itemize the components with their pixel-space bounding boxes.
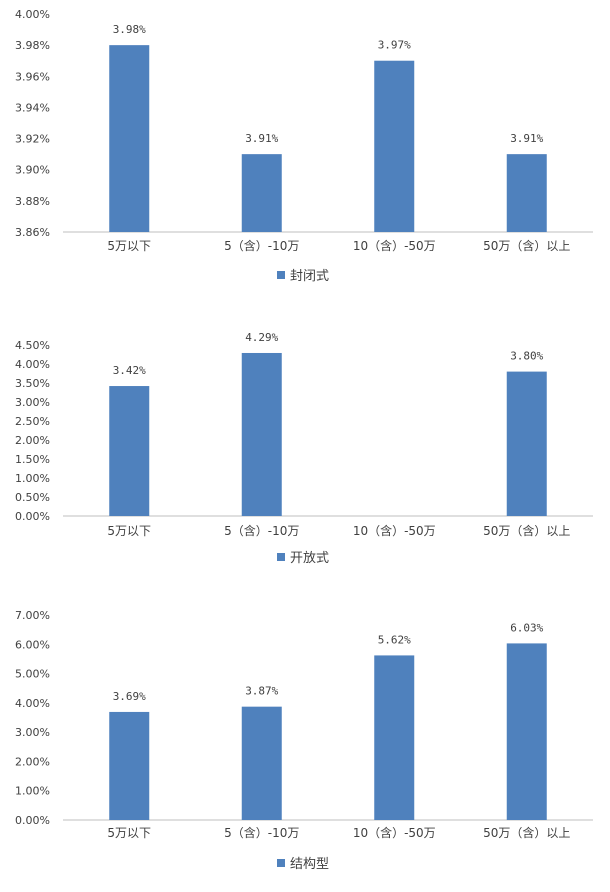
y-tick-label: 4.00% [15,358,50,371]
x-tick-label: 5（含）-10万 [224,825,299,840]
x-tick-label: 10（含）-50万 [353,238,436,253]
chart-structured: 7.00% 6.00% 5.00% 4.00% 3.00% 2.00% 1.00% 0.00%… [15,609,593,872]
y-tick-label: 3.90% [15,164,50,177]
y-tick-label: 3.98% [15,39,50,52]
bar [506,371,547,516]
data-label: 3.42% [113,364,146,377]
y-tick-label: 3.88% [15,195,50,208]
y-tick-label: 2.00% [15,434,50,447]
bar [109,711,150,820]
bar [506,643,547,820]
x-tick-label: 10（含）-50万 [353,825,436,840]
y-tick-label: 3.50% [15,377,50,390]
y-tick-label: 3.92% [15,133,50,146]
y-tick-label: 3.86% [15,226,50,239]
data-label: 3.97% [378,39,411,52]
data-label: 4.29% [245,331,278,344]
y-tick-label: 1.00% [15,785,50,798]
y-tick-label: 1.50% [15,453,50,466]
y-tick-label: 3.96% [15,70,50,83]
chart-open-end: 4.50% 4.00% 3.50% 3.00% 2.50% 2.00% 1.50% 1.00%… [15,331,593,566]
x-tick-label: 50万（含）以上 [483,238,570,253]
y-tick-label: 6.00% [15,638,50,651]
bar [241,154,282,232]
y-tick-label: 3.00% [15,726,50,739]
y-tick-label: 0.50% [15,491,50,504]
data-label: 3.80% [510,350,543,363]
legend: 封闭式 [277,269,329,284]
y-tick-label: 0.00% [15,814,50,827]
bar [241,706,282,820]
data-label: 3.91% [245,132,278,145]
legend-label: 开放式 [290,551,329,566]
y-tick-label: 3.00% [15,396,50,409]
y-tick-label: 3.94% [15,101,50,114]
legend: 开放式 [277,551,329,566]
legend-swatch [277,553,285,561]
bar [109,45,150,233]
y-tick-label: 1.00% [15,472,50,485]
data-label: 6.03% [510,621,543,634]
y-tick-label: 7.00% [15,609,50,622]
data-label: 3.87% [245,685,278,698]
x-tick-label: 5万以下 [107,524,151,538]
data-label: 3.91% [510,132,543,145]
x-tick-label: 5万以下 [107,239,151,253]
y-tick-label: 4.50% [15,339,50,352]
bar [109,386,150,516]
legend-label: 封闭式 [290,269,329,284]
legend: 结构型 [277,857,329,872]
y-tick-label: 5.00% [15,668,50,681]
chart-closed-end: 4.00% 3.98% 3.96% 3.94% 3.92% 3.90% 3.88% 3.86%… [15,8,593,284]
x-tick-label: 5（含）-10万 [224,523,299,538]
y-tick-label: 2.50% [15,415,50,428]
x-tick-label: 50万（含）以上 [483,523,570,538]
y-tick-label: 4.00% [15,697,50,710]
bar [374,655,415,820]
x-tick-label: 5万以下 [107,826,151,840]
data-label: 3.69% [113,690,146,703]
y-tick-label: 4.00% [15,8,50,21]
bar [506,154,547,232]
legend-swatch [277,859,285,867]
legend-swatch [277,271,285,279]
legend-label: 结构型 [290,857,329,872]
data-label: 3.98% [113,23,146,36]
x-tick-label: 5（含）-10万 [224,238,299,253]
y-tick-label: 2.00% [15,755,50,768]
data-label: 5.62% [378,633,411,646]
y-tick-label: 0.00% [15,510,50,523]
x-tick-label: 50万（含）以上 [483,825,570,840]
bar [374,60,415,232]
bar [241,352,282,516]
x-tick-label: 10（含）-50万 [353,523,436,538]
